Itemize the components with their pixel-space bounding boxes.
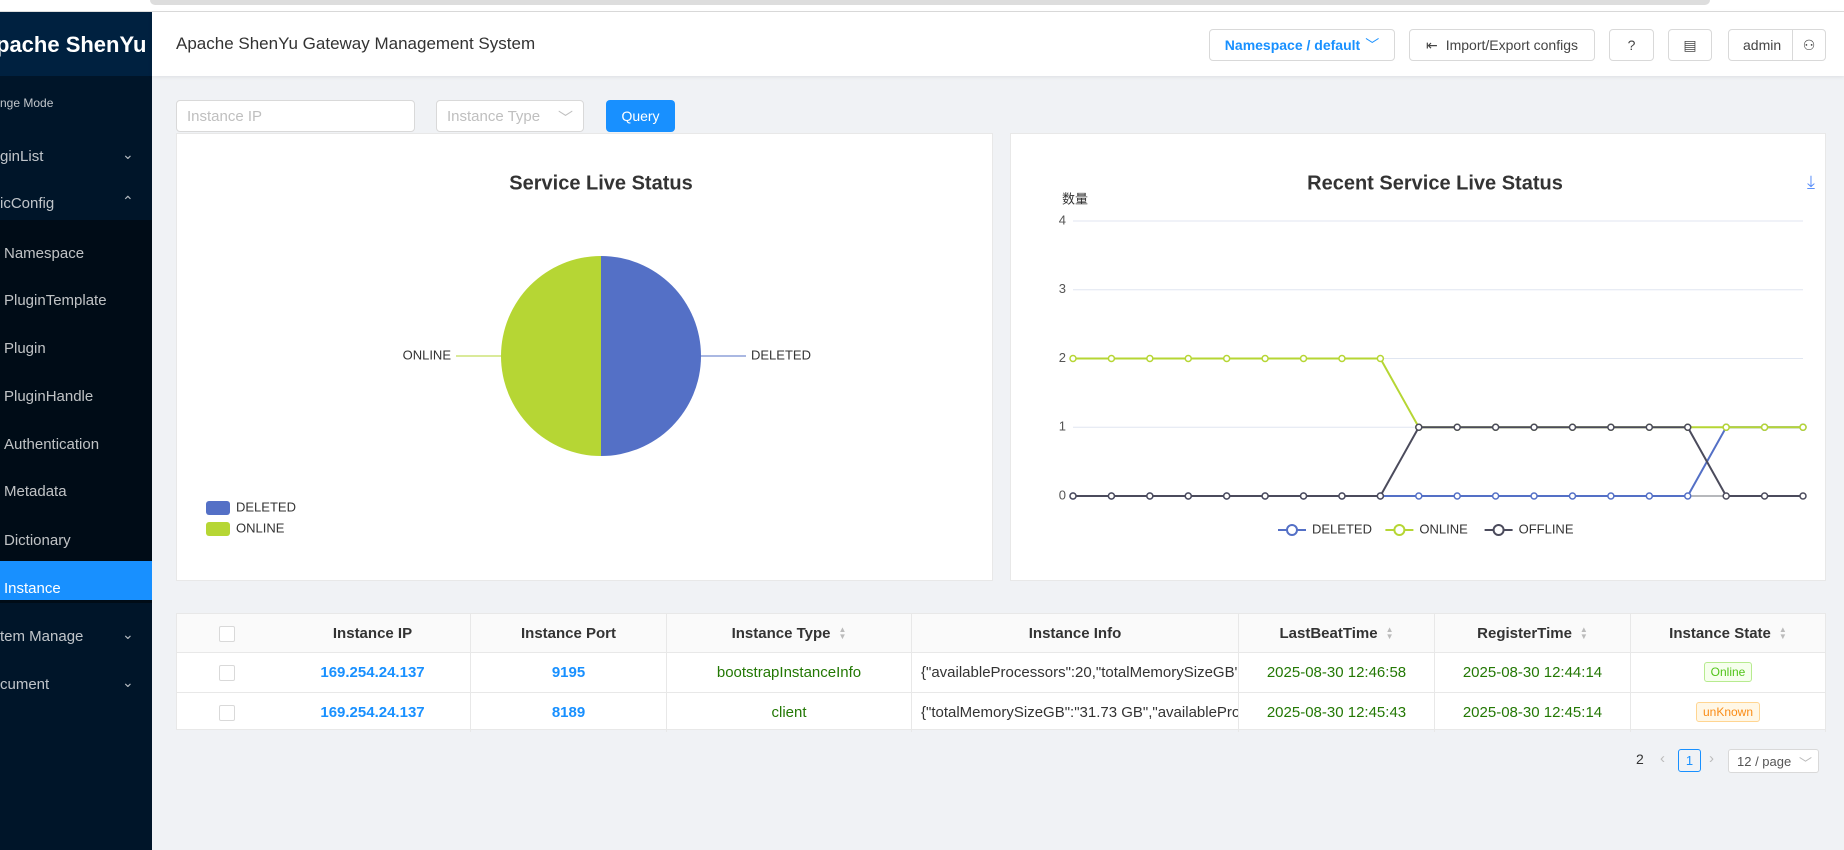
state-tag: Online — [1703, 662, 1753, 682]
table-cell: {"totalMemorySizeGB":"31.73 GB","availab… — [912, 692, 1239, 732]
checkbox[interactable] — [219, 665, 235, 681]
column-header: Instance Port — [471, 614, 667, 652]
cell-text: client — [771, 703, 807, 721]
cell-text: bootstrapInstanceInfo — [716, 663, 862, 681]
table-cell: 2025-08-30 12:46:58 — [1239, 652, 1435, 692]
sidebar: pache ShenYu nge Mode ginList ⌄ icConfig ⌃ Na… — [0, 12, 152, 850]
menu-item[interactable]: icConfig — [0, 195, 55, 212]
menu-item[interactable]: ginList — [0, 148, 44, 165]
user-button[interactable]: admin ⚇ — [1728, 29, 1826, 61]
table-cell: unKnown — [1631, 692, 1826, 732]
table-cell: 169.254.24.137 — [275, 692, 471, 732]
table-cell: 2025-08-30 12:45:14 — [1435, 692, 1631, 732]
namespace-label: Namespace / default — [1224, 37, 1361, 53]
menu-arrow: ⌄ — [122, 146, 134, 162]
table-cell: 2025-08-30 12:44:14 — [1435, 652, 1631, 692]
namespace-select[interactable]: Namespace / default ﹀ — [1209, 29, 1395, 61]
header-title: Apache ShenYu Gateway Management System — [176, 34, 536, 53]
cell-text[interactable]: 169.254.24.137 — [320, 663, 425, 681]
query-button[interactable]: Query — [606, 100, 675, 132]
row-divider — [177, 692, 1825, 693]
menu-item[interactable]: Metadata — [4, 483, 67, 500]
menu-item[interactable]: nge Mode — [0, 96, 54, 110]
column-header: Instance IP — [275, 614, 471, 652]
table-cell: 8189 — [471, 692, 667, 732]
table-cell: bootstrapInstanceInfo — [667, 652, 912, 692]
cell-text: 2025-08-30 12:45:43 — [1266, 703, 1407, 721]
page-size-select[interactable]: 12 / page ﹀ — [1728, 749, 1819, 773]
menu-arrow: ⌃ — [122, 193, 134, 209]
menu-item[interactable]: cument — [0, 676, 50, 693]
menu-item[interactable]: PluginHandle — [4, 388, 94, 405]
browser-bar — [0, 0, 1844, 12]
pie-card — [176, 133, 993, 581]
table-cell: Online — [1631, 652, 1826, 692]
menu-item[interactable]: Authentication — [4, 436, 100, 453]
cell-text: 2025-08-30 12:46:58 — [1266, 663, 1407, 681]
column-header[interactable]: Instance Type ▲ ▼ — [667, 614, 912, 652]
state-tag: unKnown — [1695, 702, 1761, 722]
user-label: admin — [1743, 37, 1782, 53]
column-header[interactable]: Instance State ▲ ▼ — [1631, 614, 1826, 652]
help-button[interactable]: ? — [1609, 29, 1654, 61]
table-cell: 9195 — [471, 652, 667, 692]
instance-type-placeholder: Instance Type — [447, 108, 541, 125]
cell-text[interactable]: 8189 — [551, 703, 586, 721]
selected-bg — [0, 561, 152, 600]
table-cell: {"availableProcessors":20,"totalMemorySi… — [912, 652, 1239, 692]
menu-item[interactable]: PluginTemplate — [4, 292, 107, 309]
header-row-bg — [177, 614, 1825, 653]
cell-text: {"availableProcessors":20,"totalMemorySi… — [921, 663, 1238, 681]
menu-item[interactable]: Instance — [4, 580, 61, 597]
logo: pache ShenYu — [0, 32, 147, 57]
table-cell: 2025-08-30 12:45:43 — [1239, 692, 1435, 732]
checkbox[interactable] — [219, 626, 235, 642]
menu-item[interactable]: Dictionary — [4, 532, 71, 549]
table: Instance IP Instance Port Instance Type ▲ ▼ I… — [176, 613, 1826, 732]
menu-arrow: ⌄ — [122, 674, 134, 690]
checkbox[interactable] — [219, 705, 235, 721]
cell-text[interactable]: 9195 — [551, 663, 586, 681]
page-size-label: 12 / page — [1737, 754, 1792, 769]
menu-item[interactable]: Plugin — [4, 340, 46, 357]
line-card — [1010, 133, 1826, 581]
instance-ip-placeholder: Instance IP — [187, 108, 263, 125]
import-export-button[interactable]: ⇤ Import/Export configs — [1409, 29, 1595, 61]
column-header[interactable]: LastBeatTime ▲ ▼ — [1239, 614, 1435, 652]
menu-item[interactable]: Namespace — [4, 245, 85, 262]
pagination-total: 2 — [1636, 751, 1644, 767]
menu-item[interactable]: tem Manage — [0, 628, 84, 645]
cell-text[interactable]: 169.254.24.137 — [320, 703, 425, 721]
import-export-label: Import/Export configs — [1445, 37, 1578, 53]
instance-type-select[interactable]: Instance Type ﹀ — [436, 100, 584, 132]
doc-button[interactable]: ▤ — [1668, 29, 1712, 61]
query-label: Query — [621, 108, 660, 124]
instance-ip-input[interactable]: Instance IP — [176, 100, 415, 132]
next-page[interactable]: › — [1709, 750, 1714, 767]
prev-page[interactable]: ‹ — [1660, 750, 1665, 767]
current-page[interactable]: 1 — [1678, 749, 1701, 772]
logo-area — [0, 12, 152, 76]
cell-text: 2025-08-30 12:44:14 — [1462, 663, 1603, 681]
cell-text: {"totalMemorySizeGB":"31.73 GB","availab… — [921, 703, 1238, 721]
submenu-bg — [0, 220, 152, 603]
column-header: Instance Info — [912, 614, 1239, 652]
cell-text: 2025-08-30 12:45:14 — [1462, 703, 1603, 721]
table-cell: client — [667, 692, 912, 732]
column-header[interactable]: RegisterTime ▲ ▼ — [1435, 614, 1631, 652]
menu-arrow: ⌄ — [122, 626, 134, 642]
table-cell: 169.254.24.137 — [275, 652, 471, 692]
